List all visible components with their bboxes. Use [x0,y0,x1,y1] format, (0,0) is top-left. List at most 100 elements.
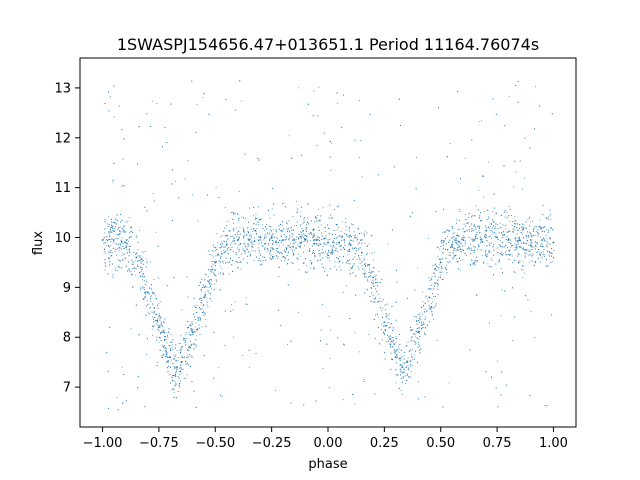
data-point [541,230,543,232]
data-point [314,256,316,258]
data-point [108,233,110,235]
data-point [181,309,183,311]
data-point [195,346,197,348]
data-point [509,254,511,255]
data-point [186,332,187,334]
data-point [442,208,444,210]
data-point [175,344,177,346]
data-point [291,229,292,231]
data-point [501,251,503,253]
data-point [327,239,329,241]
data-point [235,213,237,214]
data-point [220,251,222,253]
data-point [443,247,445,249]
data-point [199,334,201,335]
data-point [522,248,524,250]
data-point [173,375,175,376]
data-point [353,240,355,242]
data-point [425,327,427,329]
data-point [258,206,259,208]
data-point [436,339,438,341]
data-point [435,263,437,265]
data-point [296,225,298,226]
data-point [364,274,366,276]
data-point [310,239,311,241]
data-point [274,242,276,243]
data-point [175,384,177,386]
data-point [471,230,473,232]
data-point [229,230,231,232]
data-point [385,313,387,315]
data-point [248,349,250,351]
data-point [464,240,466,242]
data-point [457,268,459,270]
data-point [109,252,111,254]
data-point [265,242,267,244]
data-point [527,218,529,220]
data-point [262,239,264,241]
data-point [418,381,419,383]
data-point [122,158,124,160]
data-point [156,323,158,325]
data-point [260,218,262,220]
data-point [505,251,507,253]
data-point [183,377,185,379]
data-point [285,257,286,259]
data-point [397,345,399,347]
data-point [203,311,205,313]
data-point [138,260,139,262]
data-point [457,235,459,236]
data-point [315,239,317,241]
data-point [545,217,547,219]
data-point [193,348,195,350]
data-point [154,317,156,318]
data-point [427,324,428,326]
data-point [519,245,521,247]
data-point [191,80,193,82]
data-point [251,236,252,238]
data-point [303,221,305,223]
data-point [540,261,541,263]
data-point [506,247,508,249]
data-point [410,329,412,331]
data-point [431,311,433,313]
data-point [238,257,240,259]
data-point [476,231,478,233]
data-point [363,272,365,274]
data-point [271,187,273,189]
data-point [351,266,353,268]
data-point [322,368,324,370]
data-point [334,234,336,236]
data-point [402,372,404,374]
data-point [218,367,220,369]
data-point [240,268,242,270]
data-point [491,227,493,229]
data-point [483,262,484,264]
data-point [279,239,281,241]
data-point [116,396,118,398]
data-point [289,247,291,248]
data-point [164,345,166,347]
data-point [344,233,346,235]
data-point [394,351,396,353]
data-point [531,236,533,238]
data-point [254,240,256,241]
data-point [468,236,470,238]
data-point [213,244,214,246]
data-point [454,232,456,234]
data-point [513,271,515,273]
data-point [496,360,498,362]
data-point [407,364,409,366]
data-point [475,236,477,238]
data-point [104,269,106,271]
data-point [213,331,215,333]
data-point [266,248,268,250]
data-point [143,298,145,300]
data-point [536,246,538,248]
data-point [119,226,121,228]
data-point [350,266,352,268]
data-point [224,345,226,346]
data-point [298,246,300,247]
data-point [385,325,387,326]
data-point [244,250,246,252]
